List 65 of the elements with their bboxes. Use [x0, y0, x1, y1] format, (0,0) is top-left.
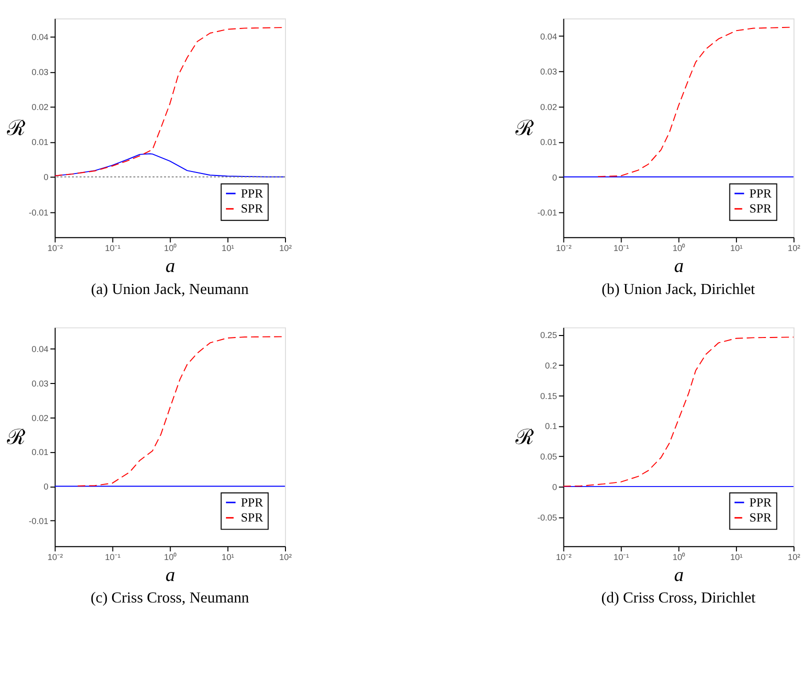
x-axis-title: a: [674, 256, 684, 278]
y-tick-label: 0.03: [540, 66, 558, 77]
y-tick-label: 0: [552, 172, 558, 182]
y-tick-label: -0.01: [28, 516, 49, 526]
x-axis-title: a: [674, 565, 684, 586]
y-tick-label: 0: [44, 482, 49, 492]
y-axis-title: ℛ: [6, 116, 26, 140]
y-tick-label: 0.25: [540, 330, 558, 340]
y-tick-label: 0.04: [540, 31, 558, 42]
y-tick-label: 0.04: [32, 32, 49, 42]
legend-label: SPR: [749, 202, 772, 216]
text: (c) Criss Cross, Neumann: [90, 590, 250, 607]
legend-label: PPR: [749, 495, 772, 510]
x-axis-title: a: [166, 565, 176, 586]
x-tick-label: 10²: [788, 552, 800, 562]
x-tick-label: 10⁻²: [556, 243, 572, 254]
x-tick-label: 10²: [279, 552, 292, 562]
x-tick-label: 10⁻¹: [614, 243, 630, 254]
y-tick-label: -0.01: [537, 208, 558, 218]
y-tick-label: -0.05: [537, 512, 558, 522]
x-tick-label: 10¹: [730, 243, 743, 254]
x-tick-label: 10⁻¹: [105, 243, 121, 254]
legend-label: PPR: [749, 186, 772, 200]
y-tick-label: 0.02: [32, 412, 49, 423]
x-tick-label: 10¹: [222, 552, 234, 562]
y-tick-label: 0.04: [32, 344, 49, 354]
x-tick-label: 10⁰: [672, 552, 686, 562]
legend-label: PPR: [240, 186, 264, 200]
x-tick-label: 10¹: [222, 243, 234, 254]
y-tick-label: 0.01: [540, 137, 558, 148]
y-tick-label: -0.01: [28, 207, 49, 218]
y-tick-label: 0.15: [540, 390, 558, 401]
x-tick-label: 10⁻²: [47, 552, 64, 562]
y-tick-label: 0.01: [32, 447, 49, 458]
y-tick-label: 0.02: [32, 102, 49, 112]
x-tick-label: 10¹: [730, 552, 743, 562]
legend-label: SPR: [240, 510, 264, 525]
x-tick-label: 10⁻²: [47, 243, 64, 254]
y-tick-label: 0.03: [32, 378, 49, 388]
text: (a) Union Jack, Neumann: [91, 280, 249, 298]
x-tick-label: 10²: [788, 243, 800, 254]
x-tick-label: 10⁰: [164, 243, 177, 254]
x-tick-label: 10⁻¹: [614, 552, 630, 562]
y-tick-label: 0.02: [540, 102, 558, 112]
y-tick-label: 0: [44, 172, 49, 182]
x-tick-label: 10⁰: [672, 243, 686, 254]
y-axis-title: ℛ: [6, 424, 26, 449]
legend-label: PPR: [240, 495, 264, 510]
x-tick-label: 10⁻²: [556, 552, 572, 562]
legend-label: SPR: [240, 202, 264, 216]
x-tick-label: 10⁰: [164, 552, 177, 562]
text: (d) Criss Cross, Dirichlet: [601, 590, 756, 607]
x-tick-label: 10⁻¹: [105, 552, 121, 562]
legend-label: SPR: [749, 510, 772, 525]
y-tick-label: 0.2: [545, 360, 558, 370]
y-tick-label: 0.01: [32, 137, 49, 148]
y-tick-label: 0.1: [545, 421, 558, 432]
y-tick-label: 0.05: [540, 452, 558, 462]
x-axis-title: a: [166, 256, 176, 278]
text: (b) Union Jack, Dirichlet: [602, 280, 756, 298]
y-tick-label: 0.03: [32, 67, 49, 78]
x-tick-label: 10²: [279, 243, 292, 254]
y-axis-title: ℛ: [514, 116, 534, 140]
y-tick-label: 0: [552, 482, 558, 492]
y-axis-title: ℛ: [514, 424, 534, 449]
